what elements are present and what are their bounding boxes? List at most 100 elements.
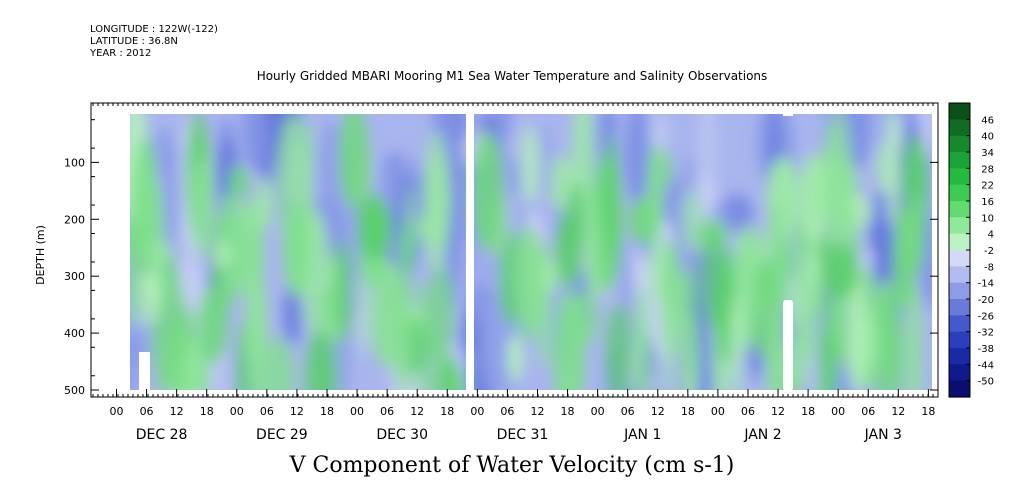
x-hour-tick-label: 12 <box>651 405 665 418</box>
colorbar-label: -44 <box>978 360 994 371</box>
x-hour-tick-label: 00 <box>591 405 605 418</box>
colorbar-label: -38 <box>978 344 994 355</box>
heatmap-cell-positive <box>189 157 214 257</box>
heatmap-cell-negative <box>508 155 523 198</box>
x-hour-tick-label: 06 <box>621 405 635 418</box>
heatmap-cell-positive <box>145 265 162 324</box>
colorbar-label: -20 <box>978 295 994 306</box>
x-hour-tick-label: 18 <box>801 405 815 418</box>
heatmap-cell-positive <box>439 355 459 390</box>
colorbar-label: -14 <box>978 279 994 290</box>
heatmap-cell-positive <box>426 264 454 364</box>
colorbar-label: 10 <box>981 213 994 224</box>
colorbar-swatch <box>949 201 970 218</box>
heatmap-cell-positive <box>245 268 268 390</box>
x-hour-tick-label: 18 <box>561 405 575 418</box>
heatmap-cell-positive <box>818 321 837 390</box>
colorbar-swatch <box>949 331 970 349</box>
missing-data-gap <box>466 114 474 391</box>
heatmap-cell-positive <box>567 181 586 252</box>
colorbar-swatch <box>949 184 970 202</box>
colorbar-label: 28 <box>981 164 994 175</box>
x-hour-tick-label: 06 <box>260 405 274 418</box>
colorbar-label: 40 <box>981 132 994 143</box>
heatmap-cell-positive <box>886 114 900 226</box>
heatmap-cell-positive <box>862 309 877 375</box>
heatmap-cell-positive <box>321 287 334 331</box>
heatmap-cell-positive <box>716 247 736 364</box>
colorbar-label: -50 <box>978 377 994 388</box>
x-hour-tick-label: 06 <box>741 405 755 418</box>
heatmap-cell-negative <box>316 119 346 232</box>
missing-data-gap <box>139 352 150 391</box>
colorbar-label: -32 <box>978 328 994 339</box>
heatmap-cell-positive <box>849 268 863 390</box>
colorbar-swatch <box>949 103 970 120</box>
y-tick-label: 500 <box>64 384 85 397</box>
heatmap-cell-positive <box>819 231 834 327</box>
colorbar-swatch <box>949 282 970 300</box>
colorbar-label: -26 <box>978 311 994 322</box>
heatmap-cell-positive <box>824 114 853 212</box>
longitude-text: LONGITUDE : 122W(-122) <box>90 24 218 35</box>
x-hour-tick-label: 00 <box>350 405 364 418</box>
heatmap-cell-positive <box>357 195 392 261</box>
metadata-block: LONGITUDE : 122W(-122) LATITUDE : 36.8N … <box>90 24 218 60</box>
heatmap-cell-positive <box>568 292 599 346</box>
colorbar-swatch <box>949 299 970 316</box>
colorbar-swatch <box>949 217 970 235</box>
x-hour-tick-label: 12 <box>891 405 905 418</box>
y-tick-label: 400 <box>64 327 85 340</box>
colorbar-label: 46 <box>981 115 994 126</box>
heatmap-cell-positive <box>507 333 523 383</box>
x-day-label: JAN 3 <box>864 427 902 443</box>
colorbar-swatch <box>949 233 970 251</box>
heatmap-cell-positive <box>872 289 904 390</box>
variable-title: V Component of Water Velocity (cm s-1) <box>289 453 735 478</box>
colorbar-swatch <box>949 315 970 333</box>
y-tick-label: 300 <box>64 270 85 283</box>
colorbar-label: -2 <box>984 246 994 257</box>
x-hour-tick-label: 06 <box>140 405 154 418</box>
heatmap-cell-positive <box>663 289 674 390</box>
heatmap-cell-positive <box>773 199 784 315</box>
chart-title: Hourly Gridded MBARI Mooring M1 Sea Wate… <box>256 69 768 83</box>
colorbar-label: 4 <box>988 230 994 241</box>
x-hour-tick-label: 06 <box>380 405 394 418</box>
heatmap-cell-positive <box>130 215 139 325</box>
heatmap-cell-negative <box>282 281 303 346</box>
x-day-label: JAN 1 <box>623 427 661 443</box>
heatmap-cell-positive <box>647 142 664 246</box>
heatmap-cell-positive <box>228 164 249 200</box>
x-hour-tick-label: 12 <box>771 405 785 418</box>
heatmap-cell-positive <box>681 188 703 253</box>
x-hour-tick-label: 06 <box>861 405 875 418</box>
heatmap-cell-positive <box>498 230 521 326</box>
x-hour-tick-label: 00 <box>230 405 244 418</box>
heatmap-cell-positive <box>181 342 210 390</box>
heatmap-cell-positive <box>339 114 369 211</box>
heatmap-cell-positive <box>216 239 229 270</box>
colorbar-swatch <box>949 380 970 398</box>
heatmap-cell-positive <box>828 243 858 300</box>
heatmap-cell-negative <box>241 114 267 170</box>
x-hour-tick-label: 00 <box>831 405 845 418</box>
colorbar-swatch <box>949 168 970 186</box>
x-hour-tick-label: 18 <box>320 405 334 418</box>
heatmap-cell-positive <box>392 266 414 390</box>
x-hour-tick-label: 18 <box>200 405 214 418</box>
heatmap-cell-positive <box>730 294 743 390</box>
x-hour-tick-label: 12 <box>530 405 544 418</box>
heatmap-cell-negative <box>152 127 167 176</box>
heatmap-cell-positive <box>357 264 370 357</box>
heatmap-cell-positive <box>256 177 272 230</box>
heatmap-cell-negative <box>624 114 650 208</box>
x-day-label: JAN 2 <box>743 427 781 443</box>
x-hour-tick-label: 18 <box>681 405 695 418</box>
x-hour-tick-label: 00 <box>470 405 484 418</box>
y-tick-label: 100 <box>64 156 85 169</box>
colorbar-swatch <box>949 119 970 137</box>
latitude-text: LATITUDE : 36.8N <box>90 36 178 47</box>
x-day-label: DEC 28 <box>136 427 188 443</box>
